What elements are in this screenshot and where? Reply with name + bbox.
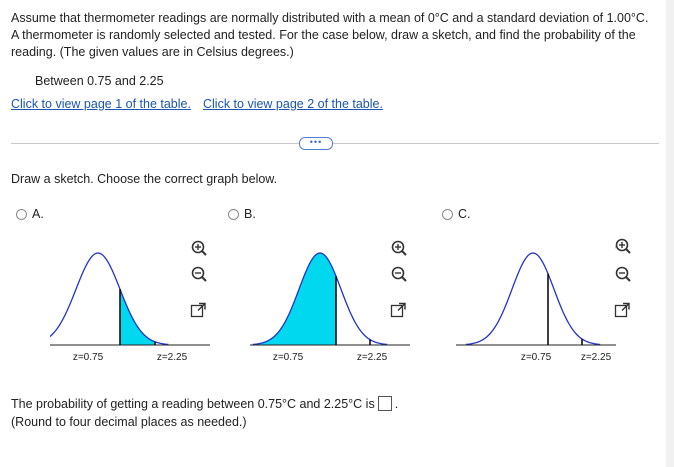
pop-out-icon[interactable] bbox=[614, 302, 630, 318]
zoom-in-icon[interactable] bbox=[615, 238, 631, 254]
zoom-out-icon[interactable] bbox=[615, 266, 631, 282]
graph-c: z=0.75 z=2.25 bbox=[456, 245, 616, 363]
option-a-radio[interactable] bbox=[16, 208, 27, 220]
option-b-radio[interactable] bbox=[228, 208, 239, 220]
option-c-label: C. bbox=[458, 207, 471, 221]
pop-out-icon[interactable] bbox=[390, 302, 406, 318]
option-c[interactable]: C. bbox=[442, 207, 471, 221]
zoom-out-icon[interactable] bbox=[191, 266, 207, 282]
scrollbar[interactable] bbox=[666, 0, 674, 467]
option-a-label: A. bbox=[32, 207, 44, 221]
normal-curve bbox=[465, 252, 601, 346]
z2-tick-label: z=2.25 bbox=[581, 352, 612, 363]
section-divider bbox=[11, 143, 659, 144]
sketch-prompt: Draw a sketch. Choose the correct graph … bbox=[11, 172, 278, 186]
result-line: The probability of getting a reading bet… bbox=[11, 396, 398, 411]
problem-statement: Assume that thermometer readings are nor… bbox=[11, 11, 649, 59]
shaded-region bbox=[119, 288, 155, 345]
option-c-radio[interactable] bbox=[442, 208, 453, 220]
pop-out-icon[interactable] bbox=[190, 302, 206, 318]
z2-tick-label: z=2.25 bbox=[157, 352, 188, 363]
option-b[interactable]: B. bbox=[228, 207, 256, 221]
graph-b: z=0.75 z=2.25 bbox=[250, 240, 410, 363]
option-b-label: B. bbox=[244, 207, 256, 221]
result-text: The probability of getting a reading bet… bbox=[11, 396, 375, 411]
option-a[interactable]: A. bbox=[16, 207, 44, 221]
graph-a: z=0.75 z=2.25 bbox=[50, 240, 210, 363]
table-page-2-link[interactable]: Click to view page 2 of the table. bbox=[203, 97, 383, 111]
table-page-1-link[interactable]: Click to view page 1 of the table. bbox=[11, 97, 191, 111]
case-text: Between 0.75 and 2.25 bbox=[35, 74, 164, 88]
result-suffix: . bbox=[394, 396, 399, 411]
expand-button[interactable]: ••• bbox=[299, 137, 333, 150]
graph-c-toolbar bbox=[614, 238, 631, 318]
normal-curve bbox=[252, 252, 388, 346]
z1-tick-label: z=0.75 bbox=[273, 352, 304, 363]
z1-tick-label: z=0.75 bbox=[73, 352, 104, 363]
answer-input[interactable] bbox=[377, 396, 392, 411]
shaded-region bbox=[252, 253, 336, 345]
zoom-in-icon[interactable] bbox=[191, 240, 207, 256]
zoom-out-icon[interactable] bbox=[391, 266, 407, 282]
zoom-in-icon[interactable] bbox=[391, 240, 407, 256]
z2-tick-label: z=2.25 bbox=[357, 352, 388, 363]
rounding-note: (Round to four decimal places as needed.… bbox=[11, 415, 247, 429]
normal-curve bbox=[50, 252, 169, 346]
z1-tick-label: z=0.75 bbox=[521, 352, 552, 363]
